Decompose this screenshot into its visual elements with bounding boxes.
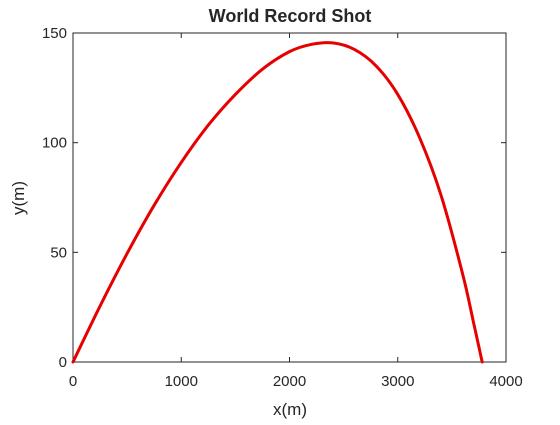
chart-title: World Record Shot <box>209 6 372 26</box>
x-tick-label: 1000 <box>165 373 198 390</box>
trajectory-line <box>71 41 484 364</box>
series-layer <box>71 41 484 364</box>
x-tick-label: 3000 <box>381 373 414 390</box>
x-axis-label: x(m) <box>273 400 307 419</box>
x-tick-label: 2000 <box>273 373 306 390</box>
y-tick-label: 100 <box>42 135 67 152</box>
y-axis-label: y(m) <box>9 181 28 215</box>
x-tick-label: 0 <box>69 373 77 390</box>
y-tick-label: 50 <box>50 244 67 261</box>
y-tick-label: 0 <box>59 354 67 371</box>
plot-area <box>72 32 507 363</box>
y-tick-label: 150 <box>42 25 67 42</box>
axis-tick-labels: 0 1000 2000 3000 4000 0 50 100 150 <box>42 25 523 390</box>
x-tick-label: 4000 <box>489 373 522 390</box>
axis-ticks <box>72 32 507 363</box>
